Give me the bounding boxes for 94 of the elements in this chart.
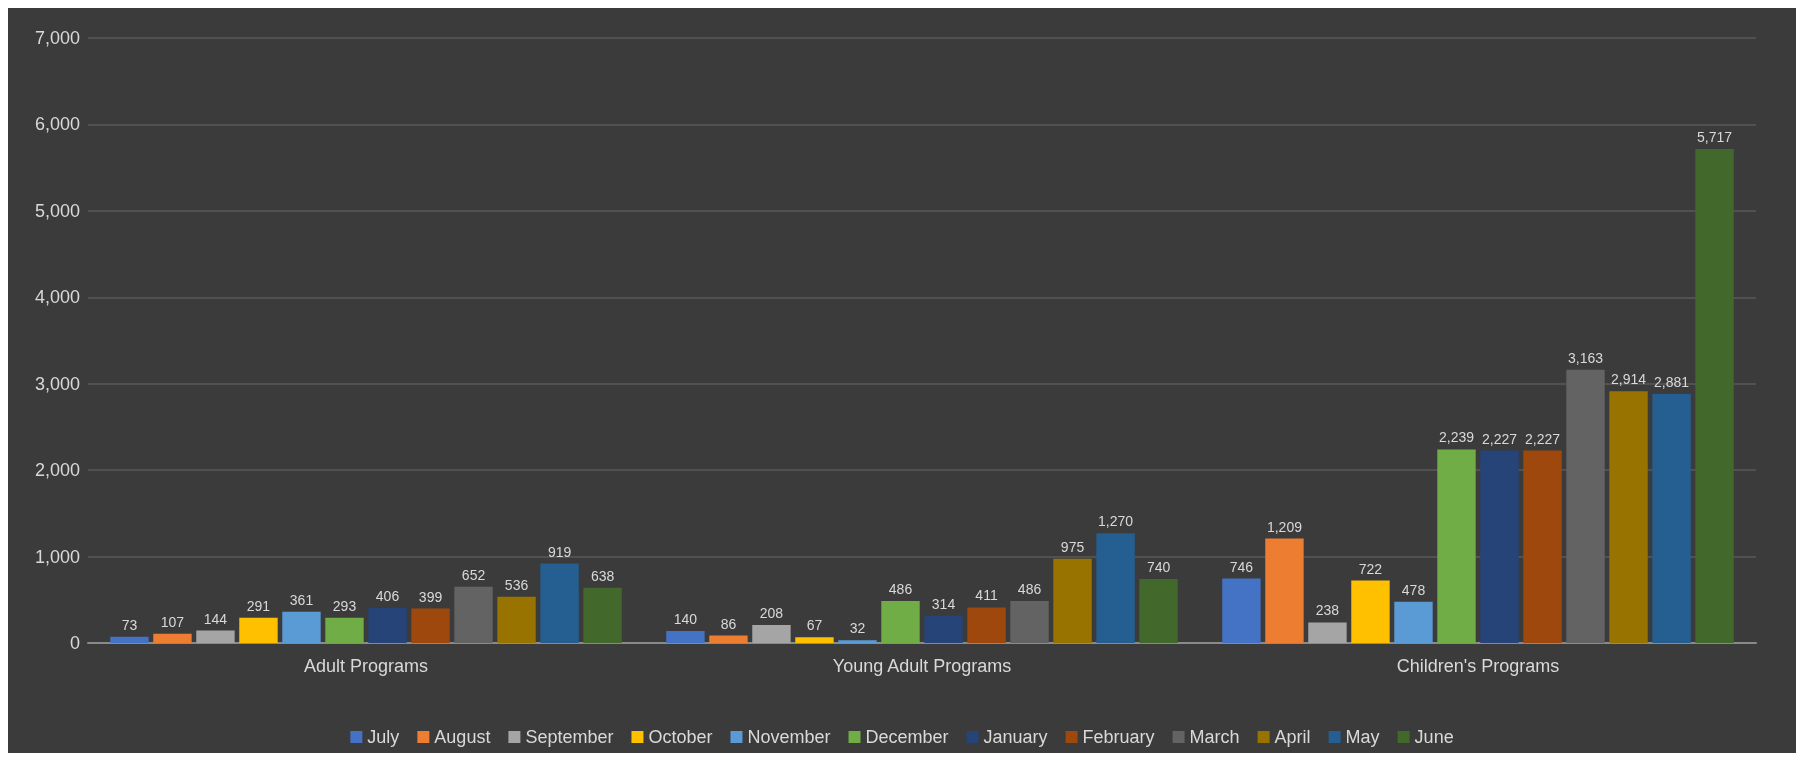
data-label: 406 — [375, 587, 400, 604]
bar — [1394, 601, 1433, 643]
data-label: 32 — [849, 620, 866, 637]
data-label: 722 — [1358, 560, 1383, 577]
bar — [881, 601, 920, 643]
data-label: 361 — [289, 591, 314, 608]
bar — [583, 587, 622, 643]
data-label: 5,717 — [1697, 128, 1733, 145]
bar — [1523, 450, 1562, 643]
data-label: 3,163 — [1568, 349, 1604, 366]
data-label: 478 — [1401, 581, 1426, 598]
bar — [1010, 601, 1049, 643]
bar — [1053, 558, 1092, 643]
bar — [752, 625, 791, 643]
bar — [1139, 579, 1178, 643]
data-label: 73 — [121, 616, 138, 633]
legend-label: August — [434, 727, 491, 747]
y-tick-label: 0 — [69, 633, 80, 653]
bar — [368, 607, 407, 643]
bar — [1351, 580, 1390, 643]
data-label: 67 — [806, 617, 823, 634]
data-label: 2,914 — [1611, 371, 1647, 388]
data-label: 208 — [759, 605, 784, 622]
data-label: 486 — [888, 581, 913, 597]
y-tick-label: 5,000 — [34, 200, 80, 221]
data-label: 293 — [332, 597, 357, 614]
x-tick-label: Young Adult Programs — [832, 656, 1012, 676]
data-label: 107 — [160, 613, 185, 630]
bar — [196, 630, 235, 643]
data-label: 291 — [246, 597, 271, 614]
bar — [1265, 538, 1304, 643]
y-tick-label: 3,000 — [34, 373, 80, 394]
y-tick-label: 6,000 — [34, 114, 80, 135]
bar — [1437, 449, 1476, 643]
data-label: 486 — [1017, 581, 1042, 597]
bar — [325, 617, 364, 643]
bar — [110, 636, 149, 643]
data-label: 314 — [931, 595, 956, 612]
bar — [709, 635, 748, 643]
legend-label: June — [1414, 727, 1454, 747]
data-label: 652 — [461, 566, 486, 583]
legend-label: July — [367, 727, 400, 747]
legend-label: September — [525, 727, 614, 747]
bar — [454, 586, 493, 643]
data-label: 638 — [590, 567, 615, 584]
legend-label: January — [983, 727, 1048, 747]
legend-label: April — [1274, 727, 1311, 747]
data-label: 2,881 — [1654, 374, 1690, 390]
bar — [924, 615, 963, 643]
data-label: 746 — [1229, 558, 1254, 575]
bar — [967, 607, 1006, 643]
data-label: 411 — [975, 587, 998, 604]
bar — [282, 611, 321, 643]
bar — [1609, 391, 1648, 643]
bar — [795, 637, 834, 643]
data-label: 2,227 — [1524, 430, 1561, 447]
legend-label: May — [1345, 727, 1380, 747]
data-label: 238 — [1315, 602, 1340, 619]
bar — [239, 617, 278, 643]
data-label: 144 — [203, 610, 228, 627]
bar — [1695, 148, 1734, 643]
y-tick-label: 7,000 — [34, 28, 80, 48]
legend-label: December — [865, 727, 949, 747]
y-tick-label: 2,000 — [34, 460, 80, 481]
data-label: 1,270 — [1098, 513, 1134, 530]
data-label: 86 — [720, 615, 737, 632]
y-tick-label: 1,000 — [34, 546, 80, 567]
data-label: 2,227 — [1481, 430, 1518, 447]
data-label: 140 — [673, 610, 698, 627]
bar — [838, 640, 877, 643]
bar — [1308, 622, 1347, 643]
bar — [1222, 578, 1261, 643]
bar — [1096, 533, 1135, 643]
data-label: 740 — [1146, 559, 1171, 576]
bar — [153, 633, 192, 643]
data-label: 2,239 — [1438, 429, 1475, 446]
data-label: 919 — [547, 543, 572, 560]
legend-label: October — [648, 727, 713, 747]
data-label: 399 — [418, 588, 443, 605]
bar — [411, 608, 450, 643]
data-label: 975 — [1060, 538, 1085, 555]
legend-label: March — [1189, 727, 1240, 747]
x-tick-label: Adult Programs — [303, 656, 429, 676]
x-tick-label: Children's Programs — [1396, 656, 1560, 676]
legend-label: November — [747, 727, 831, 747]
legend-label: February — [1082, 727, 1155, 747]
data-label: 1,209 — [1266, 518, 1303, 535]
bar — [666, 630, 705, 643]
bar — [1480, 450, 1519, 643]
data-label: 536 — [504, 576, 529, 593]
bar — [540, 563, 579, 643]
y-tick-label: 4,000 — [34, 287, 80, 308]
bar — [1652, 394, 1691, 643]
bar — [497, 596, 536, 643]
